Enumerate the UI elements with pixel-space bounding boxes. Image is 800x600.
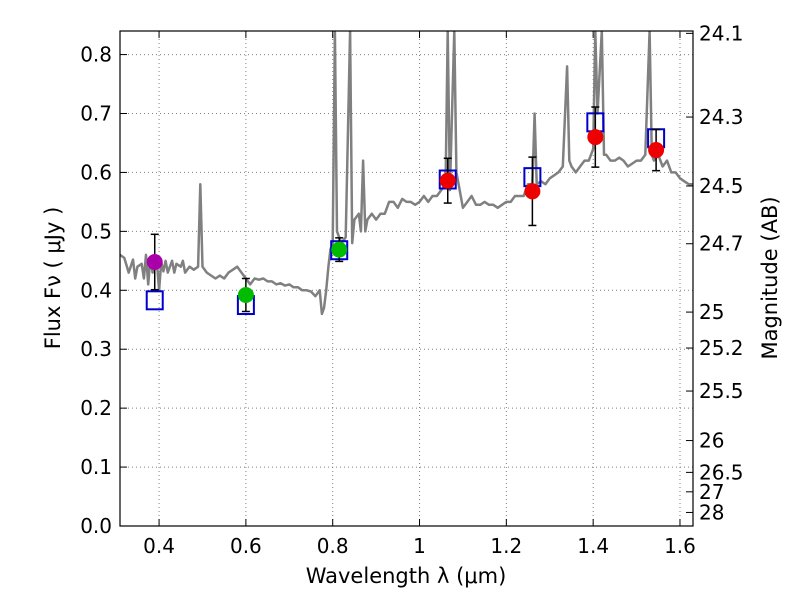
y-tick-label: 0.3 — [80, 337, 112, 361]
observed-flux-point — [331, 241, 348, 258]
observed-flux-point — [648, 142, 665, 159]
x-tick-label: 1 — [413, 534, 426, 558]
right-tick-label: 27 — [699, 480, 724, 504]
y-tick-label: 0.4 — [80, 278, 112, 302]
observed-flux-point — [587, 129, 604, 146]
observed-points — [146, 106, 665, 313]
y-tick-label: 0.7 — [80, 102, 112, 126]
right-tick-label: 24.3 — [699, 105, 744, 129]
grid — [120, 31, 693, 526]
right-tick-label: 28 — [699, 500, 724, 524]
axis-ticks: 0.4 0.6 0.8 1 1.2 1.4 1.6 0.0 0.1 0.2 0.3 0.4 0.5 0.6… — [80, 21, 743, 558]
model-spectrum-line — [120, 31, 693, 316]
y-tick-label: 0.8 — [80, 43, 112, 67]
model-flux-square — [145, 290, 164, 311]
right-tick-label: 25.2 — [699, 336, 744, 360]
x-tick-label: 1.2 — [490, 534, 522, 558]
right-axis-label: Magnitude (AB) — [758, 196, 782, 359]
y-tick-label: 0.0 — [80, 514, 112, 538]
right-tick-label: 24.1 — [699, 21, 744, 45]
x-tick-label: 1.6 — [664, 534, 696, 558]
y-axis-label: Flux Fν ( μJy ) — [41, 207, 65, 350]
observed-flux-point — [237, 287, 254, 303]
y-tick-label: 0.6 — [80, 160, 112, 184]
y-tick-label: 0.5 — [80, 219, 112, 243]
right-tick-label: 24.7 — [699, 232, 744, 256]
observed-flux-point — [524, 183, 541, 200]
observed-flux-point — [439, 172, 456, 189]
right-tick-label: 26 — [699, 429, 724, 453]
x-tick-label: 1.4 — [577, 534, 609, 558]
right-tick-label: 25 — [699, 300, 724, 324]
right-tick-label: 25.5 — [699, 379, 744, 403]
axes-frame — [119, 30, 694, 527]
y-tick-label: 0.2 — [80, 396, 112, 420]
right-tick-label: 26.5 — [699, 460, 744, 484]
right-tick-label: 24.5 — [699, 174, 744, 198]
observed-flux-point — [146, 254, 163, 270]
x-tick-label: 0.8 — [317, 534, 349, 558]
x-tick-label: 0.4 — [143, 534, 175, 558]
x-tick-label: 0.6 — [230, 534, 262, 558]
y-tick-label: 0.1 — [80, 455, 112, 479]
x-axis-label: Wavelength λ (μm) — [306, 564, 507, 588]
plot-area — [120, 31, 693, 316]
